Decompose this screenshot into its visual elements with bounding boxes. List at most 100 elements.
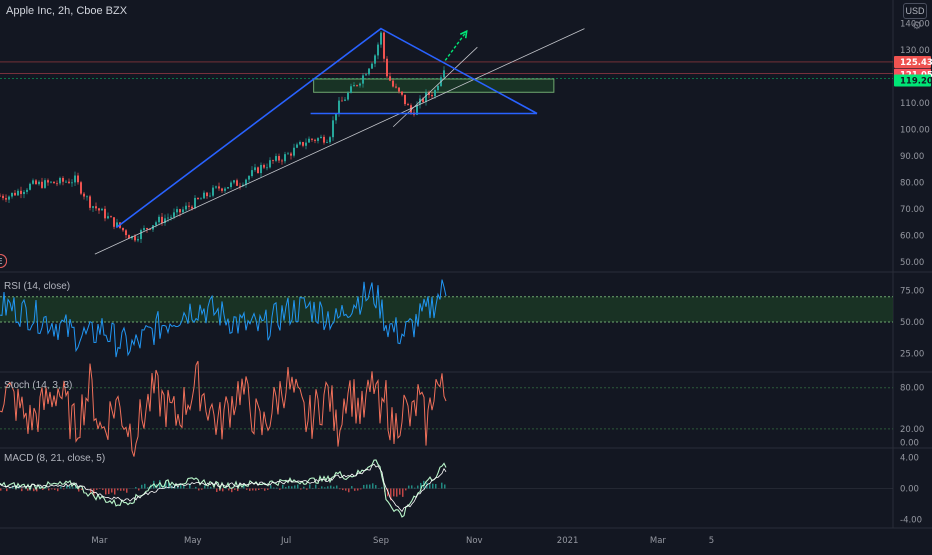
macd-pane-label[interactable]: MACD (8, 21, close, 5) bbox=[4, 453, 105, 464]
macd-histogram-bar bbox=[315, 485, 317, 489]
candle bbox=[401, 91, 403, 96]
x-tick-label: Sep bbox=[373, 536, 389, 546]
macd-histogram-bar bbox=[123, 489, 125, 491]
candle bbox=[95, 203, 97, 211]
candle bbox=[239, 183, 241, 190]
macd-histogram-bar bbox=[312, 488, 314, 489]
macd-histogram-bar bbox=[342, 489, 344, 491]
macd-histogram-bar bbox=[408, 486, 410, 489]
rsi-tick-label: 25.00 bbox=[900, 350, 924, 360]
macd-histogram-bar bbox=[333, 487, 335, 489]
candle bbox=[152, 225, 154, 232]
macd-histogram-bar bbox=[372, 483, 374, 488]
candle bbox=[62, 176, 64, 185]
macd-histogram-bar bbox=[363, 485, 365, 489]
candle bbox=[8, 195, 10, 203]
candle bbox=[314, 139, 316, 143]
candle bbox=[275, 153, 277, 162]
macd-histogram-bar bbox=[345, 489, 347, 491]
candle bbox=[86, 195, 88, 200]
candle bbox=[368, 68, 370, 76]
candle bbox=[269, 157, 271, 168]
settings-gear-icon[interactable]: ⚙ bbox=[912, 19, 922, 32]
candle bbox=[53, 181, 55, 183]
macd-histogram-bar bbox=[399, 489, 401, 495]
event-marker-e[interactable]: E bbox=[0, 255, 7, 268]
macd-histogram-bar bbox=[441, 483, 443, 489]
candle bbox=[386, 56, 388, 78]
candle bbox=[104, 206, 106, 221]
candle bbox=[248, 175, 250, 182]
chart-title: Apple Inc, 2h, Cboe BZX bbox=[6, 5, 127, 17]
candle bbox=[365, 73, 367, 76]
candle bbox=[0, 193, 1, 196]
macd-histogram-bar bbox=[330, 486, 332, 489]
candle bbox=[374, 54, 376, 67]
candle bbox=[110, 216, 112, 218]
candle bbox=[380, 31, 382, 48]
candle bbox=[158, 215, 160, 224]
candle bbox=[344, 97, 346, 101]
macd-histogram-bar bbox=[381, 487, 383, 488]
candle bbox=[332, 116, 334, 141]
macd-histogram-bar bbox=[396, 489, 398, 497]
candle bbox=[287, 152, 289, 155]
macd-histogram-bar bbox=[444, 484, 446, 488]
macd-histogram-bar bbox=[321, 486, 323, 488]
macd-histogram-bar bbox=[411, 485, 413, 488]
candle bbox=[125, 229, 127, 238]
stochastic-tick-label: 80.00 bbox=[900, 384, 924, 394]
macd-histogram-bar bbox=[303, 487, 305, 489]
svg-text:119.20: 119.20 bbox=[900, 76, 932, 86]
macd-tick-label: 0.00 bbox=[900, 485, 919, 495]
macd-histogram-bar bbox=[141, 485, 143, 489]
candle bbox=[224, 187, 226, 193]
rsi-pane-label[interactable]: RSI (14, close) bbox=[4, 281, 70, 292]
candle bbox=[245, 179, 247, 188]
macd-histogram-bar bbox=[291, 486, 293, 488]
candle bbox=[29, 183, 31, 191]
macd-histogram-bar bbox=[201, 489, 203, 490]
macd-histogram-bar bbox=[99, 489, 101, 490]
candle bbox=[32, 178, 34, 184]
candle bbox=[2, 194, 4, 200]
candle bbox=[377, 42, 379, 59]
candle bbox=[335, 114, 337, 124]
macd-histogram-bar bbox=[204, 485, 206, 488]
price-tick-label: 70.00 bbox=[900, 205, 924, 215]
macd-histogram-bar bbox=[111, 489, 113, 493]
candle bbox=[254, 164, 256, 172]
macd-histogram-bar bbox=[282, 485, 284, 489]
candles bbox=[0, 31, 445, 243]
x-tick-label: Nov bbox=[466, 536, 483, 546]
triangle-pattern bbox=[116, 29, 537, 228]
macd-histogram-bar bbox=[147, 487, 149, 488]
price-tick-label: 80.00 bbox=[900, 178, 924, 188]
currency-badge[interactable]: USD bbox=[903, 3, 927, 19]
candle bbox=[26, 188, 28, 194]
candle bbox=[200, 197, 202, 199]
candle bbox=[68, 179, 70, 184]
svg-text:E: E bbox=[0, 257, 3, 266]
candle bbox=[80, 181, 82, 195]
macd-histogram-bar bbox=[63, 489, 65, 490]
candle bbox=[194, 195, 196, 209]
macd-histogram-bar bbox=[402, 489, 404, 497]
breakout-arrow bbox=[445, 31, 466, 60]
macd-histogram-bar bbox=[273, 488, 275, 489]
candle bbox=[326, 140, 328, 143]
macd-histogram-bar bbox=[105, 489, 107, 495]
candle bbox=[5, 194, 7, 202]
macd-histogram-bar bbox=[198, 489, 200, 491]
macd-histogram-bar bbox=[144, 484, 146, 489]
macd-histogram-bar bbox=[369, 485, 371, 489]
candle bbox=[65, 180, 67, 183]
candle bbox=[38, 180, 40, 185]
macd-histogram-bar bbox=[42, 489, 44, 490]
stoch-pane-label[interactable]: Stoch (14, 3, 3) bbox=[4, 380, 72, 391]
candle bbox=[236, 179, 238, 186]
macd-histogram-bar bbox=[252, 489, 254, 491]
candle bbox=[341, 97, 343, 102]
macd-histogram-bar bbox=[336, 486, 338, 489]
